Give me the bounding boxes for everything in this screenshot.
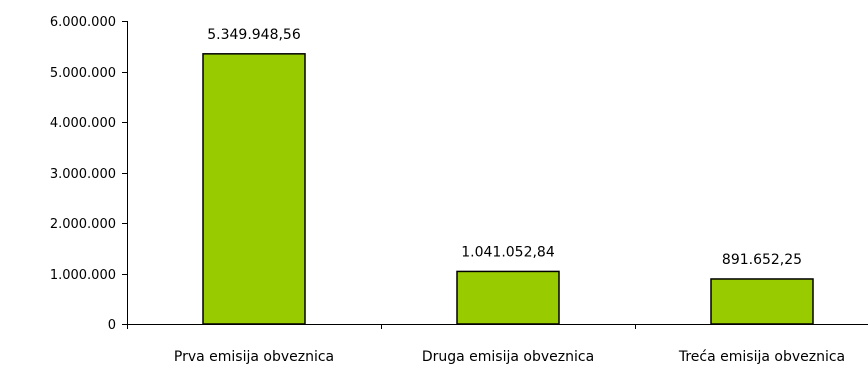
- x-category-label: Druga emisija obveznica: [422, 349, 594, 365]
- y-tick-label: 1.000.000: [50, 268, 116, 283]
- data-label: 891.652,25: [722, 252, 802, 268]
- y-tick-label: 5.000.000: [50, 66, 116, 81]
- y-tick-label: 3.000.000: [50, 167, 116, 182]
- x-category-label: Prva emisija obveznica: [174, 349, 334, 365]
- y-tick-label: 0: [108, 318, 116, 333]
- bar: [202, 53, 306, 325]
- y-tick-label: 6.000.000: [50, 15, 116, 30]
- data-label: 1.041.052,84: [461, 244, 555, 260]
- bar: [456, 270, 560, 325]
- data-label: 5.349.948,56: [207, 27, 301, 43]
- x-category-label: Treća emisija obveznica: [678, 349, 845, 365]
- y-tick-label: 2.000.000: [50, 217, 116, 232]
- bar: [710, 278, 814, 325]
- y-tick-label: 4.000.000: [50, 116, 116, 131]
